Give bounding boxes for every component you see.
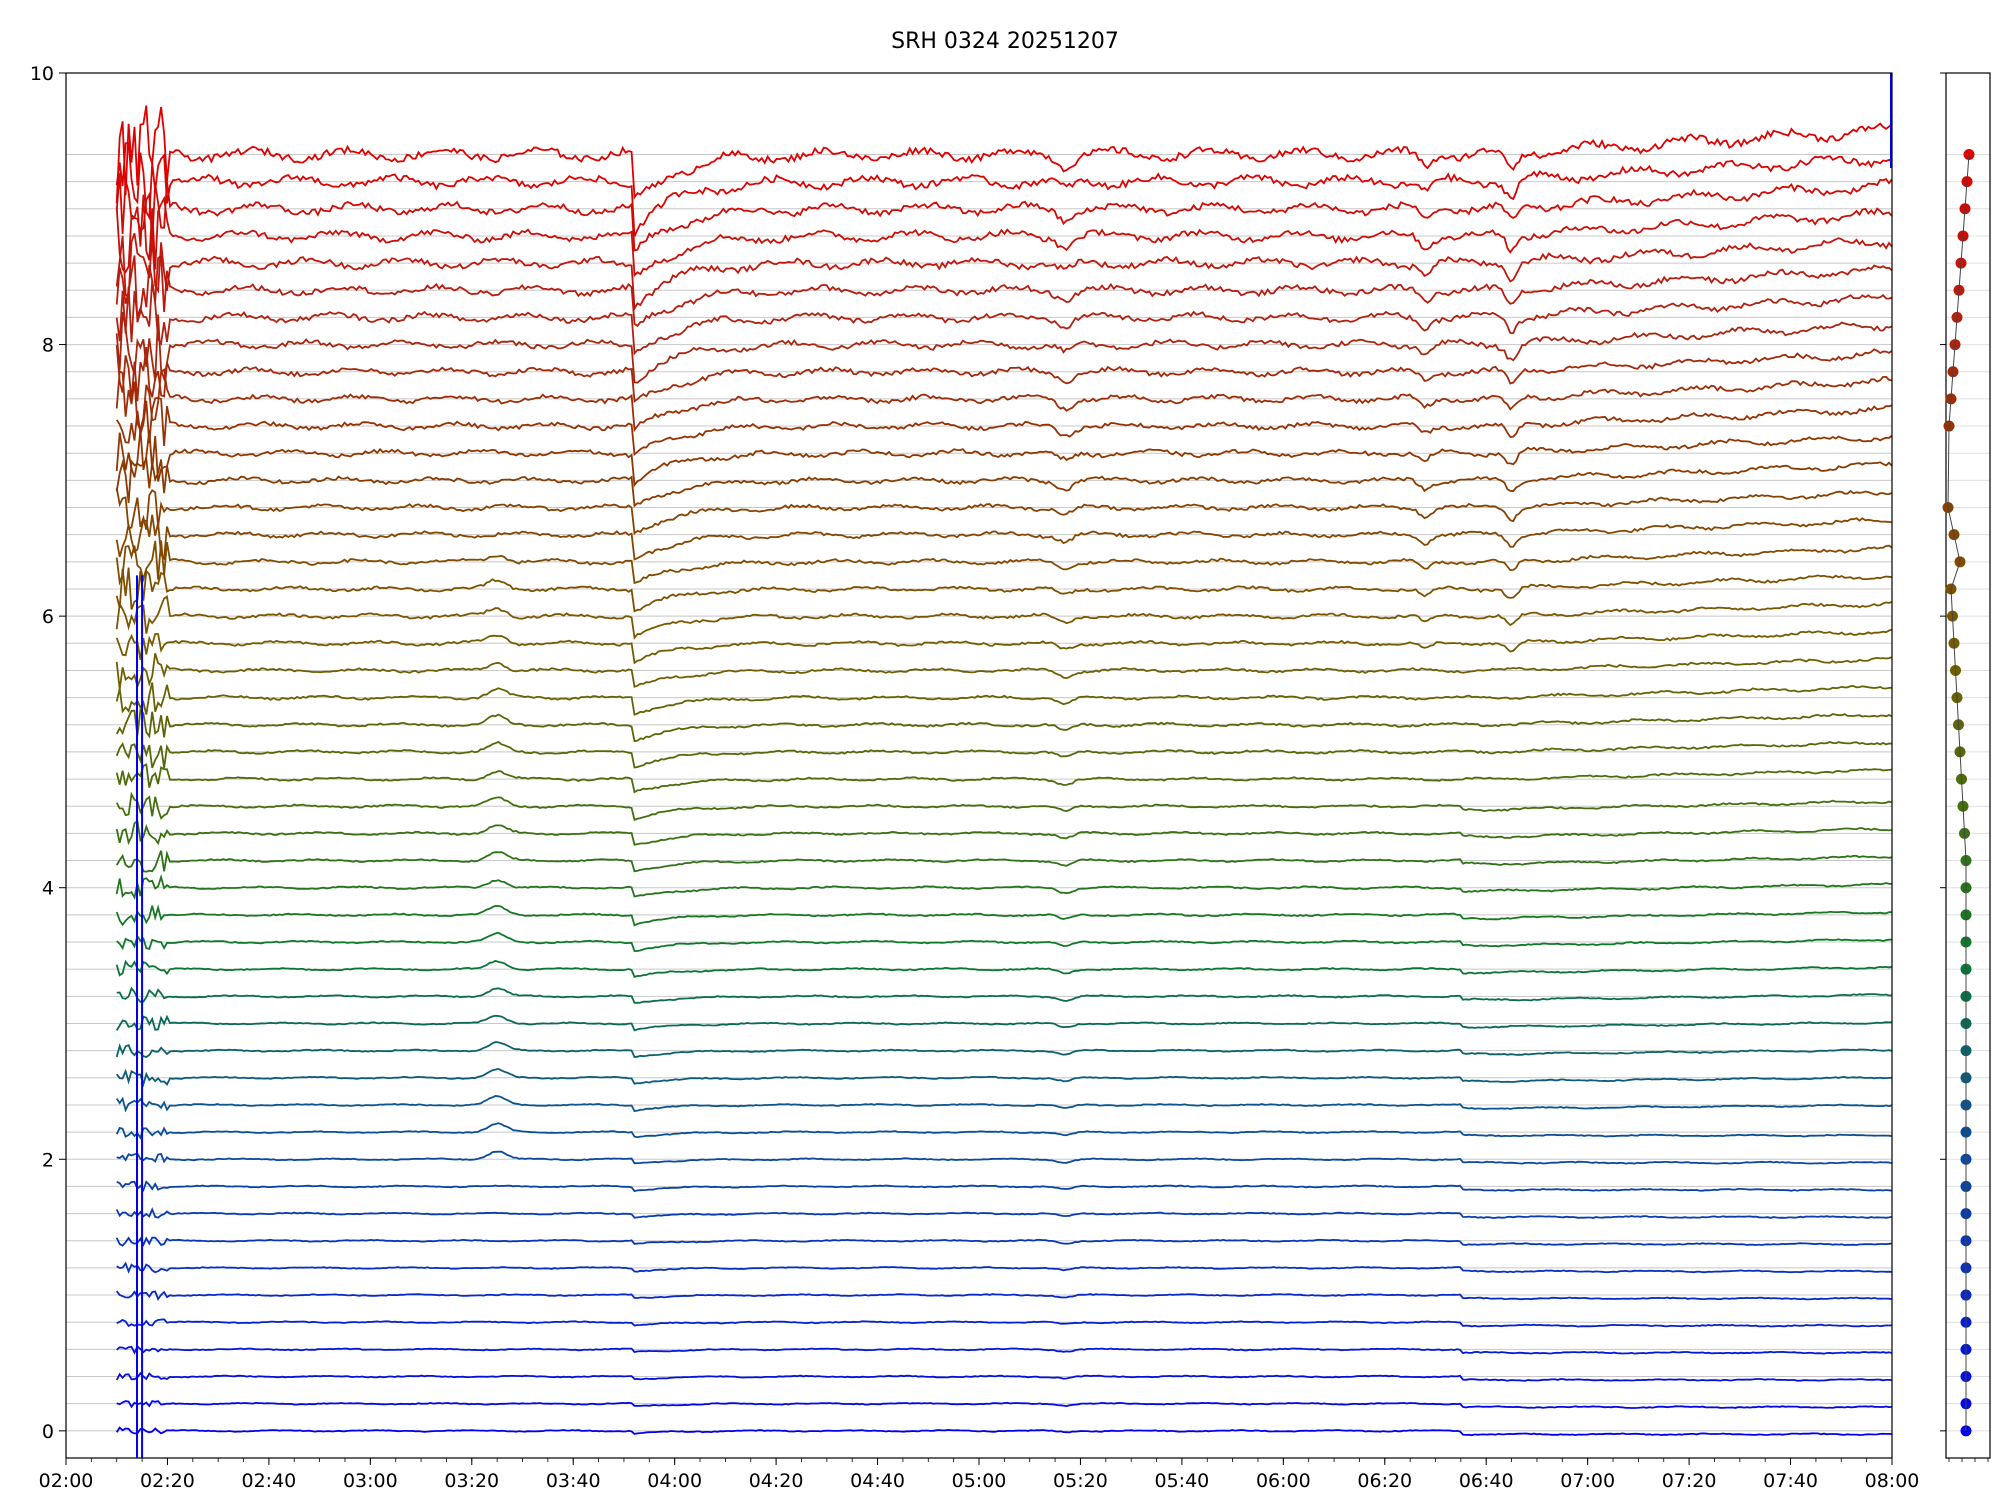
channel-line: [115, 904, 1892, 927]
channel-line: [115, 1041, 1893, 1058]
channel-line: [115, 1067, 1892, 1088]
x-tick-label: 07:40: [1763, 1470, 1818, 1492]
channel-line: [115, 368, 1893, 434]
channel-line: [115, 1122, 1893, 1140]
x-tick-label: 05:20: [1053, 1470, 1108, 1492]
channel-line: [115, 708, 1893, 743]
channel-line: [115, 595, 1893, 640]
channel-line: [115, 345, 1893, 403]
side-point: [1960, 1425, 1972, 1437]
channel-line: [115, 194, 1893, 278]
channel-line: [115, 233, 1893, 312]
channel-line: [115, 1207, 1893, 1219]
channel-line: [115, 141, 1893, 237]
channel-line: [116, 931, 1893, 952]
channel-line: [115, 850, 1893, 873]
channel-line: [115, 628, 1893, 665]
channel-line: [115, 253, 1893, 328]
channel-line: [115, 763, 1893, 794]
x-tick-label: 04:20: [749, 1470, 804, 1492]
channel-line: [115, 396, 1893, 457]
channel-line: [115, 1426, 1893, 1437]
channel-line: [115, 311, 1893, 384]
channel-line: [115, 567, 1893, 613]
channel-line: [115, 1236, 1893, 1247]
side-panel: [1942, 148, 1975, 1437]
y-tick-label: 0: [42, 1421, 54, 1443]
y-tick-label: 6: [42, 606, 54, 628]
y-tick-label: 4: [42, 878, 54, 900]
channel-line: [115, 1371, 1893, 1382]
y-tick-label: 10: [30, 63, 54, 85]
channel-line: [115, 1014, 1893, 1032]
channel-line: [116, 1400, 1893, 1409]
plot-frame: [65, 72, 1893, 1459]
channel-line: [115, 1290, 1893, 1301]
channel-line: [116, 1345, 1893, 1355]
x-tick-label: 06:20: [1357, 1470, 1412, 1492]
side-frame: [1945, 72, 1991, 1459]
x-tick-label: 02:00: [39, 1470, 94, 1492]
channel-line: [116, 1180, 1893, 1193]
channel-line: [115, 791, 1893, 821]
channel-line: [115, 514, 1893, 561]
channel-line: [115, 540, 1893, 586]
x-tick-label: 03:40: [546, 1470, 601, 1492]
x-tick-label: 07:20: [1662, 1470, 1717, 1492]
channel-line: [115, 280, 1893, 356]
x-tick-label: 06:40: [1459, 1470, 1514, 1492]
channel-line: [116, 1150, 1893, 1165]
y-tick-label: 8: [42, 335, 54, 357]
channel-line: [115, 740, 1893, 769]
x-tick-label: 05:40: [1155, 1470, 1210, 1492]
channel-line: [115, 429, 1893, 488]
x-tick-label: 05:00: [952, 1470, 1007, 1492]
x-tick-label: 03:20: [444, 1470, 499, 1492]
x-tick-label: 02:40: [242, 1470, 297, 1492]
channel-line: [116, 1261, 1893, 1274]
channel-line: [115, 487, 1893, 536]
channel-line: [115, 173, 1893, 252]
channel-line: [116, 1318, 1893, 1328]
channel-line: [115, 455, 1893, 508]
x-tick-label: 07:00: [1560, 1470, 1615, 1492]
y-tick-label: 2: [42, 1149, 54, 1171]
channel-line: [115, 1094, 1893, 1113]
axes-group: 02:00 02:20 02:40 03:00 03:20 03:40 04:00 04:20…: [30, 63, 1991, 1492]
channel-line: [115, 653, 1893, 690]
side-connector-line: [1947, 154, 1970, 1431]
x-tick-label: 04:40: [850, 1470, 905, 1492]
channel-line: [115, 959, 1893, 979]
x-tick-label: 04:00: [647, 1470, 702, 1492]
channel-line: [115, 819, 1893, 846]
side-point: [1963, 148, 1975, 160]
channel-line: [116, 986, 1893, 1004]
x-tick-label: 03:00: [343, 1470, 398, 1492]
x-tick-label: 08:00: [1865, 1470, 1920, 1492]
x-tick-label: 02:20: [140, 1470, 195, 1492]
chart-title: SRH 0324 20251207: [891, 29, 1119, 54]
x-tick-label: 06:00: [1256, 1470, 1311, 1492]
channel-line: [115, 682, 1893, 716]
channel-line: [115, 105, 1893, 204]
channel-line: [115, 873, 1893, 901]
series-group: [115, 73, 1893, 1458]
